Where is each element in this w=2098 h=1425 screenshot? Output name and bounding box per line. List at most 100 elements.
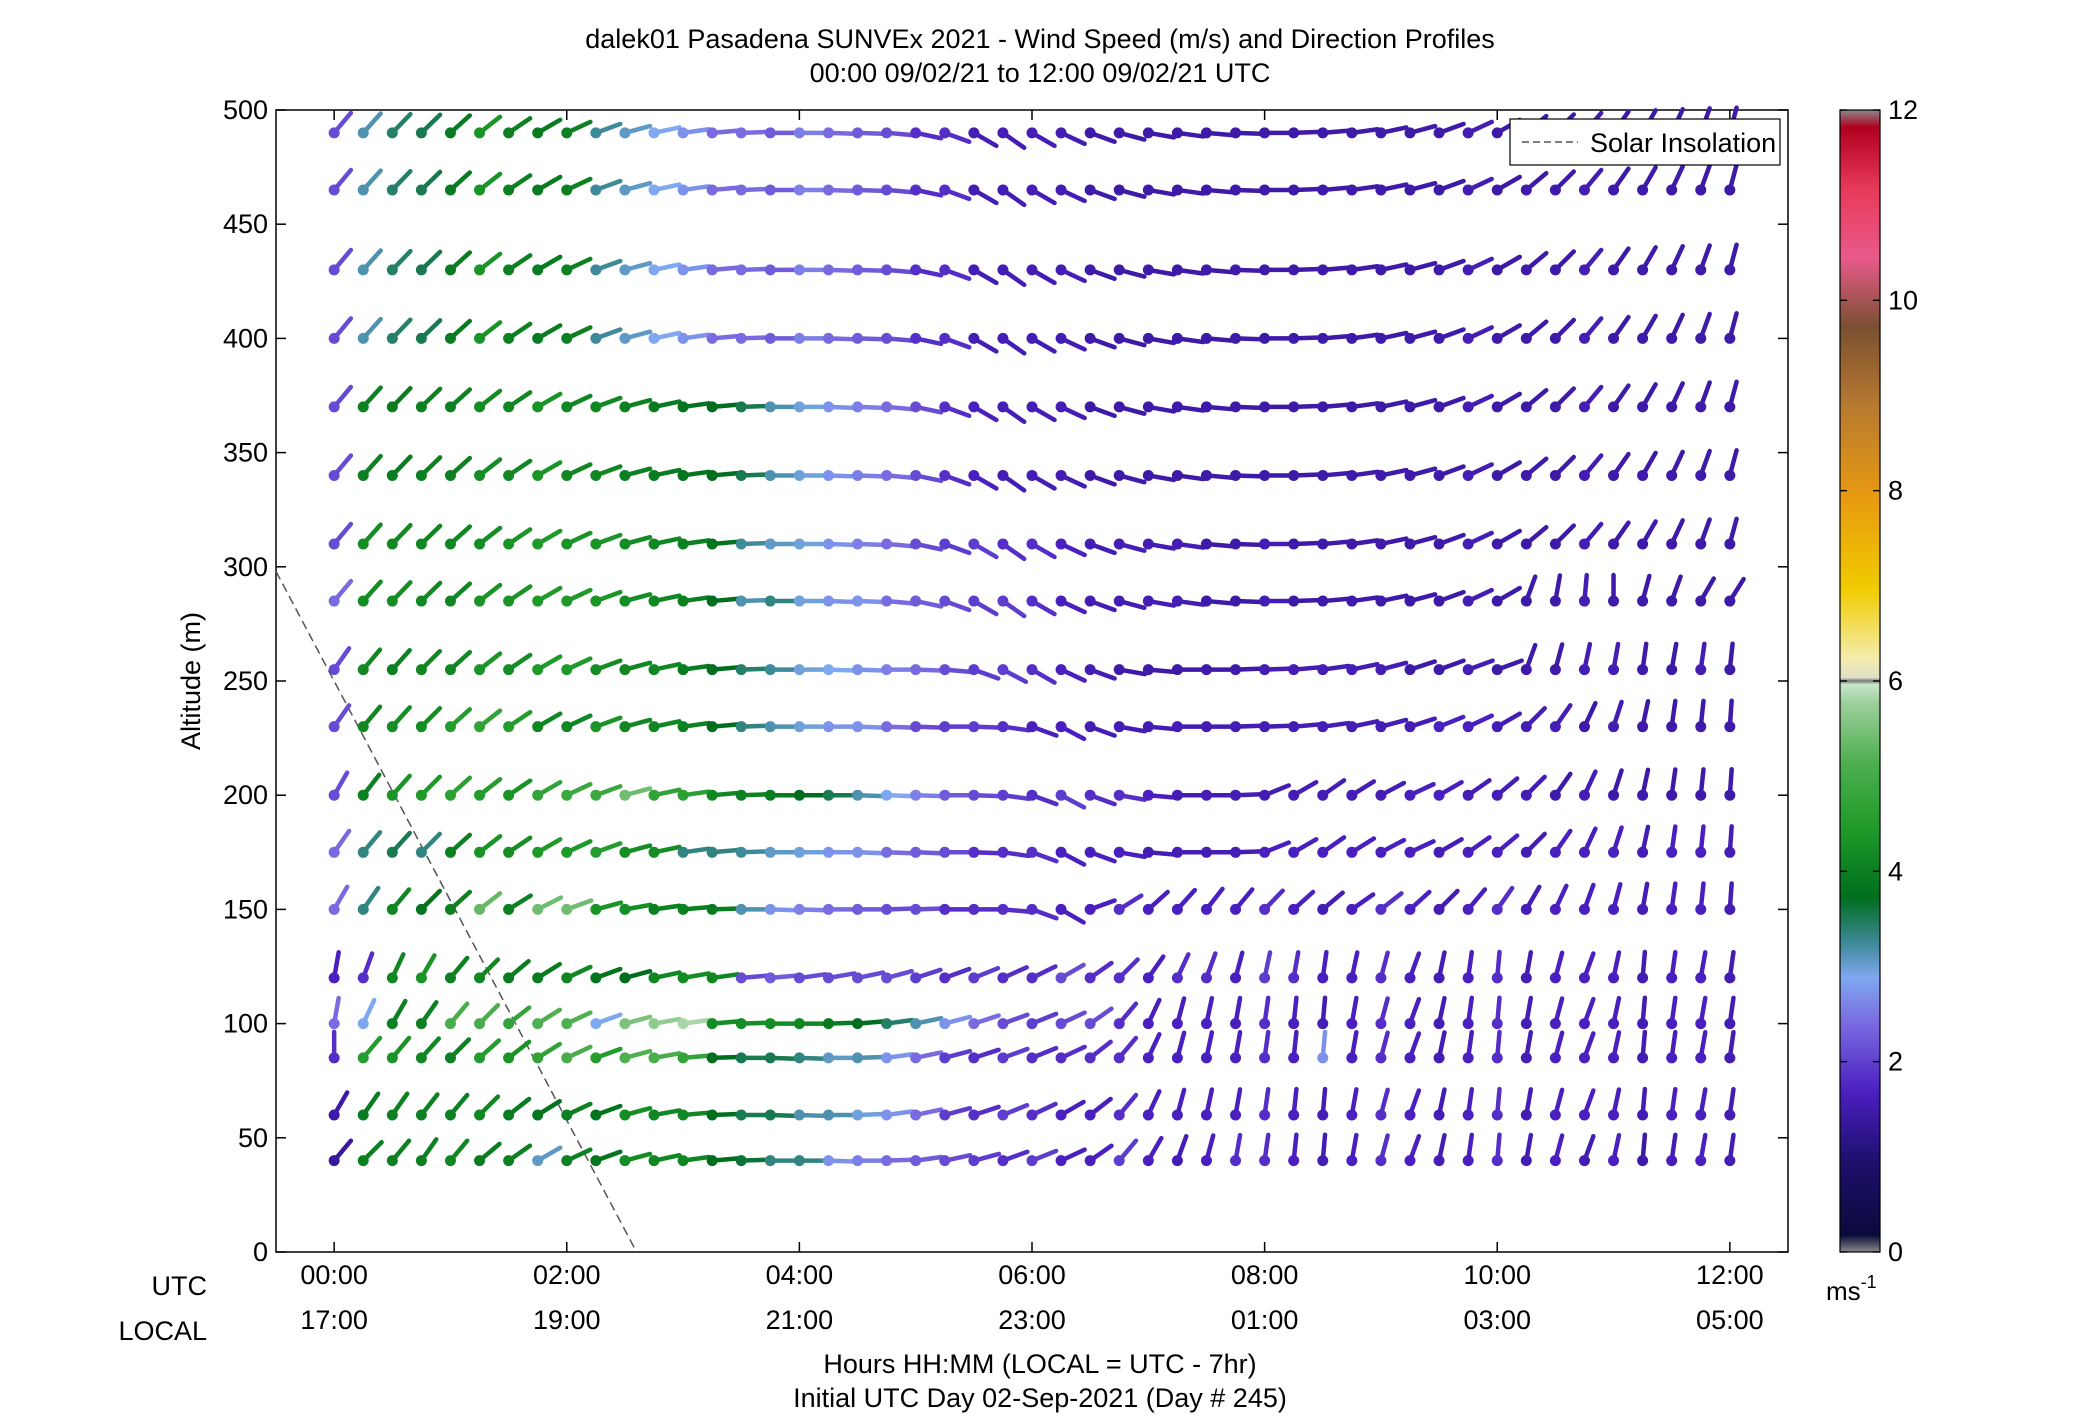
wind-barb-dot xyxy=(328,1155,340,1167)
wind-barb-dot xyxy=(648,401,660,413)
wind-barb xyxy=(1520,706,1547,733)
wind-barb-dot xyxy=(910,789,922,801)
wind-barb-dot xyxy=(386,1155,398,1167)
wind-barb xyxy=(648,467,682,481)
wind-barb-dot xyxy=(474,332,486,344)
wind-barb xyxy=(1317,663,1351,676)
wind-barb xyxy=(1491,323,1522,344)
wind-barb-dot xyxy=(852,401,864,413)
wind-barb xyxy=(1404,716,1437,733)
wind-barb xyxy=(968,1047,1001,1064)
wind-barb xyxy=(764,1109,799,1121)
wind-barb xyxy=(1491,711,1522,733)
wind-barb-dot xyxy=(1404,538,1416,550)
wind-barb xyxy=(1026,903,1059,921)
wind-barb xyxy=(1520,1087,1534,1121)
wind-barb-dot xyxy=(910,1018,922,1030)
wind-barb-dot xyxy=(386,664,398,676)
wind-barb xyxy=(1259,721,1293,733)
wind-barb-dot xyxy=(1433,1155,1445,1167)
wind-barb xyxy=(822,332,857,344)
wind-barb-dot xyxy=(444,1109,456,1121)
wind-barb-dot xyxy=(881,127,893,139)
wind-barb xyxy=(386,998,408,1030)
wind-barb xyxy=(735,332,770,344)
wind-barb-dot xyxy=(590,1155,602,1167)
local-row-label: LOCAL xyxy=(118,1316,207,1346)
wind-barb xyxy=(1695,576,1717,607)
wind-barb xyxy=(1317,949,1329,984)
wind-barb xyxy=(415,169,443,196)
wind-barb-dot xyxy=(1491,903,1503,915)
wind-barb xyxy=(1142,1032,1162,1064)
wind-barb xyxy=(503,116,533,139)
wind-barb-dot xyxy=(1375,469,1387,481)
wind-barb xyxy=(532,711,563,733)
wind-barb xyxy=(1026,1101,1058,1121)
wind-barb-dot xyxy=(822,903,834,915)
wind-barb xyxy=(764,595,799,607)
wind-barb xyxy=(357,168,383,196)
wind-barb xyxy=(793,538,828,550)
wind-barb-dot xyxy=(357,401,369,413)
wind-barb-dot xyxy=(997,595,1009,607)
wind-barb-dot xyxy=(1142,332,1154,344)
wind-barb-dot xyxy=(1433,664,1445,676)
wind-barb-dot xyxy=(328,401,340,413)
wind-barb-dot xyxy=(1317,184,1329,196)
wind-barb-dot xyxy=(1695,1018,1707,1030)
wind-barb-dot xyxy=(415,595,427,607)
wind-barb-dot xyxy=(852,664,864,676)
wind-barb xyxy=(1578,1031,1596,1064)
wind-barb xyxy=(939,846,974,858)
wind-barb xyxy=(1288,950,1301,984)
wind-barb-dot xyxy=(1549,721,1561,733)
wind-barb-dot xyxy=(1317,127,1329,139)
wind-barb-dot xyxy=(677,1018,689,1030)
wind-barb-dot xyxy=(1026,401,1038,413)
wind-barb-dot xyxy=(1695,664,1707,676)
wind-barb-dot xyxy=(328,903,340,915)
wind-barb-dot xyxy=(997,332,1009,344)
wind-barb-dot xyxy=(939,1109,951,1121)
wind-barb-dot xyxy=(1491,469,1503,481)
wind-barb-dot xyxy=(735,789,747,801)
wind-barb-dot xyxy=(590,264,602,276)
wind-barb-dot xyxy=(1142,595,1154,607)
wind-barb xyxy=(968,264,999,286)
wind-barb-dot xyxy=(881,664,893,676)
wind-barb-dot xyxy=(1695,1052,1707,1064)
wind-barb xyxy=(648,1016,682,1030)
wind-barb-dot xyxy=(764,789,776,801)
wind-barb-dot xyxy=(1113,846,1125,858)
wind-barb-dot xyxy=(1462,721,1474,733)
wind-barb xyxy=(386,1138,412,1167)
wind-barb-dot xyxy=(532,469,544,481)
wind-barb xyxy=(1317,595,1351,607)
wind-barb-dot xyxy=(1578,538,1590,550)
wind-barb-dot xyxy=(881,903,893,915)
wind-barb xyxy=(503,709,533,733)
wind-barb xyxy=(997,1046,1030,1064)
wind-barb-dot xyxy=(852,846,864,858)
wind-barb-dot xyxy=(1259,721,1271,733)
wind-barb-dot xyxy=(1142,469,1154,481)
wind-barb-dot xyxy=(503,1109,515,1121)
wind-barb-dot xyxy=(503,721,515,733)
wind-barb-dot xyxy=(1724,595,1736,607)
wind-barb-dot xyxy=(1637,1018,1649,1030)
wind-barb-dot xyxy=(997,721,1009,733)
wind-barb-dot xyxy=(415,664,427,676)
wind-barb-dot xyxy=(1462,1155,1474,1167)
wind-barb xyxy=(386,830,412,858)
wind-barb xyxy=(1433,464,1466,481)
wind-barb-dot xyxy=(1055,1052,1067,1064)
wind-barb-dot xyxy=(1317,332,1329,344)
wind-barb-dot xyxy=(1084,972,1096,984)
wind-barb-dot xyxy=(1113,595,1125,607)
wind-barb xyxy=(939,127,972,144)
wind-barb-dot xyxy=(1230,264,1242,276)
wind-barb-dot xyxy=(1230,972,1242,984)
wind-barb xyxy=(881,721,915,733)
wind-barb xyxy=(1637,698,1651,733)
